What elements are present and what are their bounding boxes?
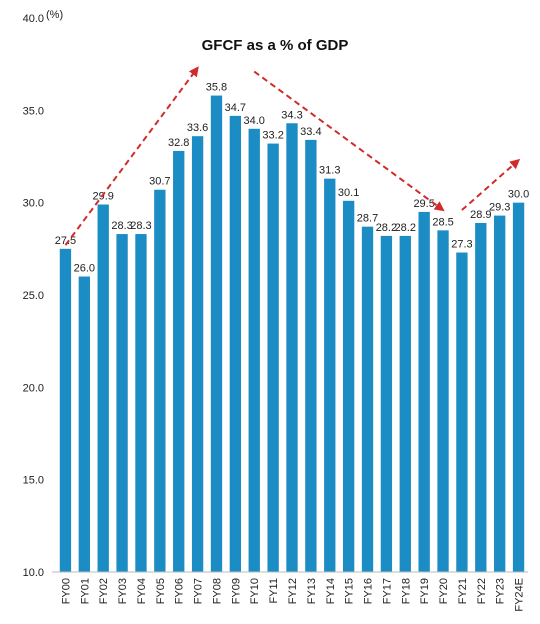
x-tick-label: FY00 [60, 578, 72, 604]
y-tick-label: 35.0 [23, 105, 44, 117]
y-tick-label: 10.0 [23, 567, 44, 579]
x-tick-label: FY04 [136, 578, 148, 604]
data-label: 26.0 [74, 263, 95, 275]
y-tick-label: 15.0 [23, 475, 44, 487]
data-label: 30.0 [508, 189, 529, 201]
bar [342, 200, 355, 572]
bar [173, 150, 185, 572]
bar [361, 226, 374, 572]
bar [456, 252, 468, 572]
bar [380, 235, 393, 572]
bar [267, 143, 279, 572]
data-label: 29.5 [413, 198, 434, 210]
x-tick-label: FY08 [211, 578, 223, 604]
x-tick-label: FY02 [98, 578, 110, 604]
trend-arrows [64, 66, 521, 246]
x-tick-label: FY01 [79, 578, 91, 604]
bar [59, 248, 72, 573]
x-axis-tick-labels: FY00 FY01 FY02 FY03 FY04 FY05 FY06 FY07 FY08 FY09… [60, 578, 525, 612]
x-tick-label: FY19 [419, 578, 431, 604]
data-label: 34.0 [244, 115, 265, 127]
bar [154, 189, 166, 573]
data-label: 28.9 [470, 209, 491, 221]
data-label: 33.6 [187, 122, 208, 134]
data-label: 28.2 [395, 222, 416, 234]
y-tick-label: 20.0 [23, 382, 44, 394]
y-tick-label: 40.0 [23, 13, 44, 25]
data-label: 28.5 [432, 216, 453, 228]
y-axis-tick-labels: 10.0 15.0 20.0 25.0 30.0 35.0 40.0 [23, 13, 44, 579]
bar [437, 230, 449, 572]
data-label: 34.7 [225, 102, 246, 114]
bar [248, 128, 260, 573]
x-tick-label: FY05 [155, 578, 167, 604]
chart-title: GFCF as a % of GDP [202, 37, 349, 54]
bar [135, 234, 147, 572]
x-tick-label: FY24E [514, 578, 526, 612]
bar [418, 211, 430, 572]
y-tick-label: 30.0 [23, 198, 44, 210]
y-unit-label: (%) [46, 9, 63, 21]
data-label: 28.3 [130, 220, 151, 232]
data-label: 28.2 [376, 222, 397, 234]
x-tick-label: FY20 [438, 578, 450, 604]
data-label: 27.5 [55, 235, 76, 247]
bar [475, 222, 487, 573]
data-label: 31.3 [319, 165, 340, 177]
bar [305, 139, 317, 572]
x-tick-label: FY18 [400, 578, 412, 604]
bar [229, 115, 242, 572]
y-tick-label: 25.0 [23, 290, 44, 302]
bar-series [59, 95, 525, 573]
bar [399, 235, 411, 572]
data-label: 30.1 [338, 187, 359, 199]
x-tick-label: FY23 [495, 578, 507, 604]
bar [97, 204, 109, 572]
x-tick-label: FY10 [249, 578, 261, 604]
trend-arrow [64, 66, 199, 246]
x-tick-label: FY21 [457, 578, 469, 604]
data-label: 28.7 [357, 213, 378, 225]
x-tick-label: FY03 [117, 578, 129, 604]
bar [512, 202, 525, 572]
x-tick-label: FY11 [268, 578, 280, 603]
trend-arrow [461, 158, 521, 211]
data-label: 34.3 [281, 109, 302, 121]
x-tick-label: FY14 [325, 578, 337, 604]
data-label: 27.3 [451, 239, 472, 251]
x-tick-label: FY13 [306, 578, 318, 604]
x-tick-label: FY17 [381, 578, 393, 604]
bar [210, 95, 223, 572]
x-tick-label: FY12 [287, 578, 299, 604]
bar [78, 276, 90, 572]
x-tick-label: FY22 [476, 578, 488, 604]
x-tick-label: FY09 [230, 578, 242, 604]
x-tick-label: FY16 [363, 578, 375, 604]
bar [494, 215, 506, 573]
x-tick-label: FY07 [193, 578, 205, 604]
data-labels: 27.5 26.0 29.9 28.328.3 30.7 32.8 33.6 35.8 34.7… [55, 82, 530, 275]
bar [116, 234, 128, 572]
trend-arrow [253, 70, 445, 212]
data-label: 33.4 [300, 126, 321, 138]
data-label: 28.3 [111, 220, 132, 232]
x-tick-label: FY06 [174, 578, 186, 604]
bar [286, 123, 298, 572]
data-label: 29.3 [489, 202, 510, 214]
data-label: 30.7 [149, 176, 170, 188]
data-label: 32.8 [168, 137, 189, 149]
data-label: 29.9 [92, 191, 113, 203]
x-tick-label: FY15 [344, 578, 356, 604]
bar [324, 178, 336, 572]
data-label: 33.2 [262, 130, 283, 142]
data-label: 35.8 [206, 82, 227, 94]
bar [191, 136, 204, 573]
